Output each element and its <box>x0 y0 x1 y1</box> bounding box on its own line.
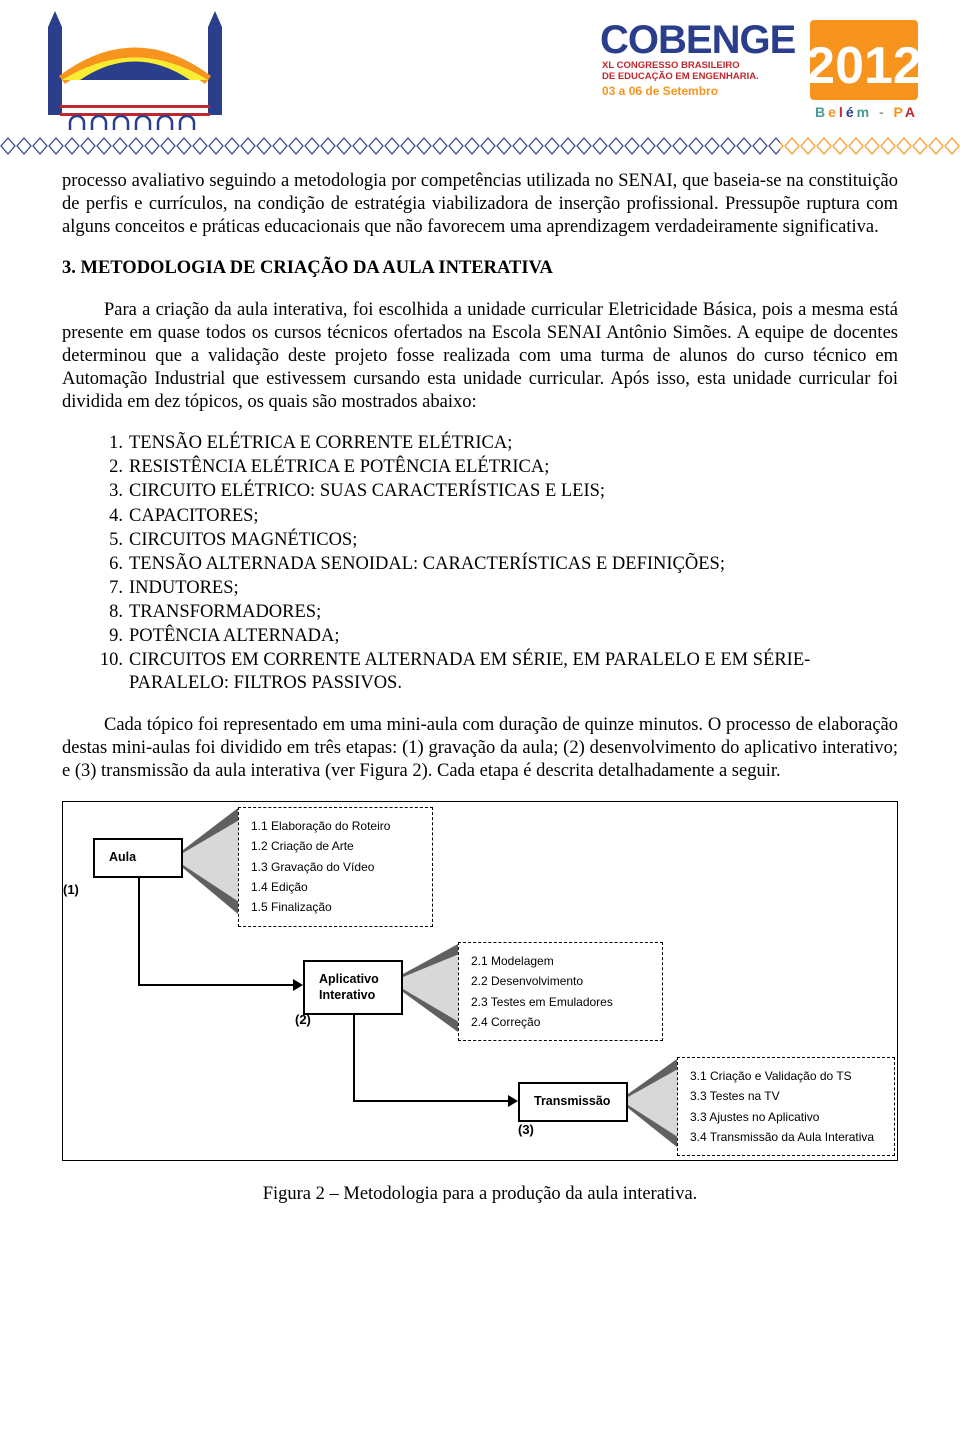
figure-node-aplicativo: AplicativoInterativo <box>303 960 403 1015</box>
figure-node-num: (1) <box>63 882 79 898</box>
location-text: Belém - PA <box>815 104 918 120</box>
figure-caption: Figura 2 – Metodologia para a produção d… <box>62 1183 898 1206</box>
topic-item: 7.INDUTORES; <box>97 577 898 600</box>
diamond-border <box>0 137 960 155</box>
page-header: COBENGE XL CONGRESSO BRASILEIRO DE EDUCA… <box>0 0 960 155</box>
paragraph-3: Cada tópico foi representado em uma mini… <box>62 714 898 783</box>
figure-node-num: (2) <box>295 1012 311 1028</box>
topic-item: 6.TENSÃO ALTERNADA SENOIDAL: CARACTERÍST… <box>97 553 898 576</box>
figure-node-aula: Aula <box>93 838 183 878</box>
figure-detail-d3: 3.1 Criação e Validação do TS3.3 Testes … <box>677 1057 895 1157</box>
figure-node-num: (3) <box>518 1122 534 1138</box>
topic-item: 9.POTÊNCIA ALTERNADA; <box>97 625 898 648</box>
right-logo: COBENGE XL CONGRESSO BRASILEIRO DE EDUCA… <box>600 15 920 135</box>
figure-node-transmissao: Transmissão <box>518 1082 628 1122</box>
cobenge-sub1: XL CONGRESSO BRASILEIRO <box>602 60 740 71</box>
topic-item: 3.CIRCUITO ELÉTRICO: SUAS CARACTERÍSTICA… <box>97 480 898 503</box>
figure-detail-d2: 2.1 Modelagem2.2 Desenvolvimento2.3 Test… <box>458 942 663 1042</box>
topic-item: 10.CIRCUITOS EM CORRENTE ALTERNADA EM SÉ… <box>97 649 898 695</box>
topic-item: 1.TENSÃO ELÉTRICA E CORRENTE ELÉTRICA; <box>97 432 898 455</box>
topic-item: 4.CAPACITORES; <box>97 505 898 528</box>
year-text: 2012 <box>806 37 920 95</box>
left-logo <box>40 5 230 140</box>
topic-list: 1.TENSÃO ELÉTRICA E CORRENTE ELÉTRICA;2.… <box>97 432 898 695</box>
cobenge-title: COBENGE <box>600 18 796 62</box>
page-content: processo avaliativo seguindo a metodolog… <box>0 155 960 1236</box>
topic-item: 8.TRANSFORMADORES; <box>97 601 898 624</box>
paragraph-1: processo avaliativo seguindo a metodolog… <box>62 170 898 239</box>
figure-detail-d1: 1.1 Elaboração do Roteiro1.2 Criação de … <box>238 807 433 927</box>
topic-item: 2.RESISTÊNCIA ELÉTRICA E POTÊNCIA ELÉTRI… <box>97 456 898 479</box>
topic-item: 5.CIRCUITOS MAGNÉTICOS; <box>97 529 898 552</box>
cobenge-date: 03 a 06 de Setembro <box>602 84 718 98</box>
section-heading: 3. METODOLOGIA DE CRIAÇÃO DA AULA INTERA… <box>62 257 898 280</box>
cobenge-sub2: DE EDUCAÇÃO EM ENGENHARIA. <box>602 71 759 82</box>
paragraph-2: Para a criação da aula interativa, foi e… <box>62 299 898 415</box>
figure-2: Aula (1) AplicativoInterativo(2) Transmissã… <box>62 801 898 1161</box>
